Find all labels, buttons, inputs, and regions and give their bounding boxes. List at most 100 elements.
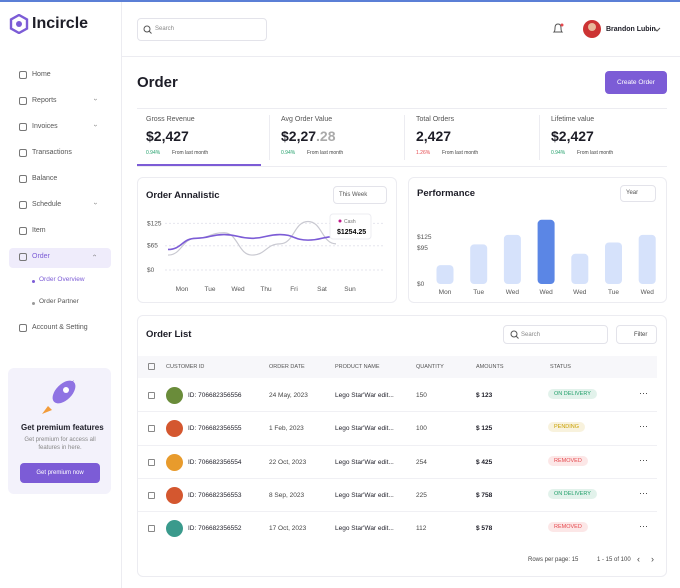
search-box[interactable]	[137, 18, 267, 41]
customer-id: ID: 706682356556	[188, 392, 242, 399]
amount: $ 125	[476, 425, 493, 432]
prev-page[interactable]: ‹	[637, 554, 640, 564]
order-chart-filter-label: This Week	[339, 192, 368, 198]
list-search[interactable]	[503, 325, 608, 344]
nav-bullet	[32, 280, 35, 283]
order-chart-title: Order Annalistic	[146, 190, 220, 201]
quantity: 112	[416, 525, 427, 532]
rocket-icon	[42, 380, 76, 414]
tooltip-dot	[338, 219, 342, 223]
create-order-button[interactable]: Create Order	[605, 71, 667, 94]
status-badge: ON DELIVERY	[548, 489, 597, 499]
performance-filter[interactable]	[620, 185, 656, 202]
checkbox[interactable]	[148, 459, 155, 466]
stat-label: Total Orders	[416, 116, 455, 123]
checkbox[interactable]	[148, 363, 155, 370]
status-badge: REMOVED	[548, 456, 588, 466]
nav-item[interactable]: Home	[32, 71, 51, 78]
stat-divider	[539, 115, 540, 160]
user-name: Brandon Lubin	[606, 26, 656, 33]
active-tab	[137, 164, 261, 166]
sidebar	[0, 2, 122, 588]
brand: Incircle	[32, 15, 89, 32]
column-header: AMOUNTS	[476, 364, 504, 370]
product-name: Lego Star'War edit...	[335, 525, 394, 532]
row-menu[interactable]: ⋯	[639, 488, 648, 498]
filter-button[interactable]	[616, 325, 657, 344]
y-tick-label: $125	[417, 234, 432, 241]
tooltip-label: Cash	[344, 219, 356, 225]
customer-id: ID: 706682356555	[188, 425, 242, 432]
promo-button[interactable]: Get premium now	[20, 463, 100, 483]
checkbox[interactable]	[148, 425, 155, 432]
customer-avatar	[166, 487, 183, 504]
checkbox[interactable]	[148, 392, 155, 399]
bar	[605, 242, 622, 284]
nav-item[interactable]: Order	[32, 253, 50, 260]
x-tick-label: Wed	[641, 289, 655, 296]
order-chart-filter[interactable]	[333, 186, 387, 204]
nav-icon	[19, 253, 27, 261]
avatar[interactable]	[582, 19, 602, 39]
row-menu[interactable]: ⋯	[639, 455, 648, 465]
y-tick-label: $125	[147, 220, 162, 227]
next-page[interactable]: ›	[651, 554, 654, 564]
nav-item[interactable]: Account & Setting	[32, 324, 88, 331]
checkbox[interactable]	[148, 525, 155, 532]
nav-item[interactable]: Transactions	[32, 149, 72, 156]
row-menu[interactable]: ⋯	[639, 421, 648, 431]
bell-icon[interactable]	[551, 22, 565, 36]
x-tick-label: Wed	[573, 289, 587, 296]
stat-change: 1.26%	[416, 150, 431, 156]
rows-per-page: Rows per page: 15	[528, 557, 579, 563]
order-date: 22 Oct, 2023	[269, 459, 307, 466]
x-tick-label: Tue	[205, 286, 216, 293]
nav-item[interactable]: Reports	[32, 97, 57, 104]
search-icon	[510, 330, 519, 339]
bar	[470, 244, 488, 284]
column-header: CUSTOMER ID	[166, 364, 205, 370]
stat-label: Lifetime value	[551, 116, 595, 123]
y-tick-label: $0	[147, 267, 155, 274]
stat-value: $2,27.28	[281, 128, 336, 144]
nav-chevron: ›	[91, 124, 99, 127]
row-divider	[138, 478, 657, 479]
stat-divider	[269, 115, 270, 160]
nav-item[interactable]: Schedule	[32, 201, 62, 208]
nav-item[interactable]: Balance	[32, 175, 58, 182]
product-name: Lego Star'War edit...	[335, 492, 394, 499]
customer-id: ID: 706682356553	[188, 492, 242, 499]
stat-change: 0.94%	[146, 150, 161, 156]
tooltip-value: $1254.25	[337, 229, 366, 236]
x-tick-label: Fri	[290, 286, 298, 293]
nav-item[interactable]: Item	[32, 227, 46, 234]
nav-item[interactable]: Invoices	[32, 123, 58, 130]
row-menu[interactable]: ⋯	[639, 388, 648, 398]
quantity: 100	[416, 425, 427, 432]
checkbox[interactable]	[148, 492, 155, 499]
column-header: PRODUCT NAME	[335, 364, 380, 370]
chevron[interactable]	[653, 27, 661, 33]
x-tick-label: Mon	[439, 289, 452, 296]
column-header: QUANTITY	[416, 364, 444, 370]
quantity: 150	[416, 392, 427, 399]
nav-icon	[19, 71, 27, 79]
stat-value: 2,427	[416, 128, 452, 144]
logo	[9, 14, 29, 34]
nav-item[interactable]: Order Partner	[39, 298, 79, 305]
nav-item[interactable]: Order Overview	[39, 276, 85, 283]
performance-filter-label: Year	[626, 190, 639, 196]
x-tick-label: Mon	[176, 286, 189, 293]
order-date: 17 Oct, 2023	[269, 525, 307, 532]
promo-text: Get premium for access all features in h…	[24, 437, 96, 451]
row-menu[interactable]: ⋯	[639, 521, 648, 531]
stats-row	[137, 108, 667, 167]
stat-value: $2,427	[551, 128, 594, 144]
bar	[537, 219, 555, 284]
table-header-bg	[138, 356, 657, 378]
column-header: STATUS	[550, 364, 571, 370]
list-search-placeholder: Search	[521, 332, 541, 338]
line-series	[167, 233, 337, 251]
x-tick-label: Thu	[260, 286, 272, 293]
